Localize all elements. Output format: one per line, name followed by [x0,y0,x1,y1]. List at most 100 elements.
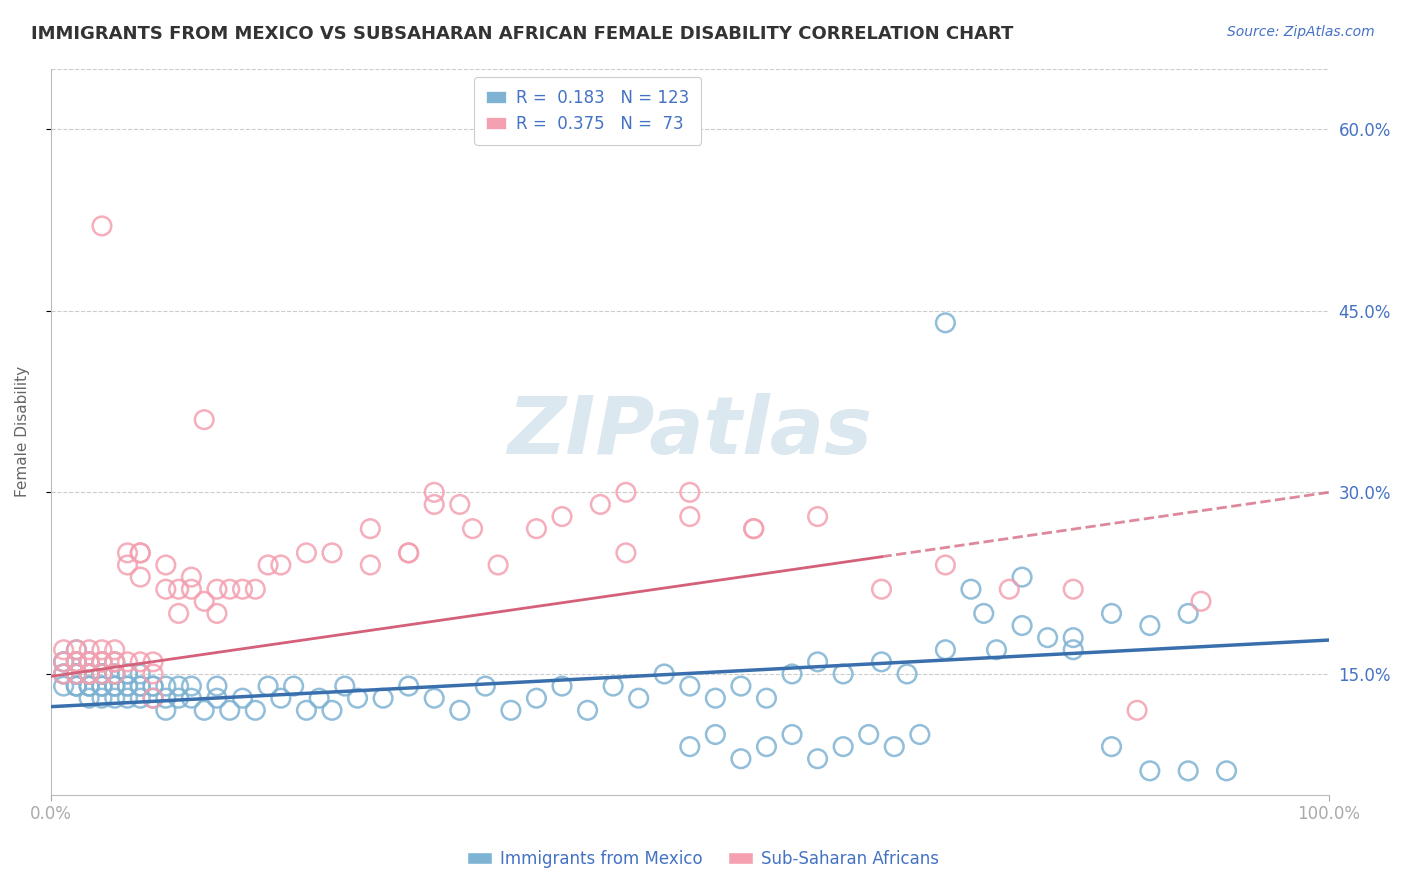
Point [167,582,190,597]
Point [193,594,215,608]
Text: Source: ZipAtlas.com: Source: ZipAtlas.com [1227,25,1375,39]
Point [883,739,905,754]
Point [117,679,139,693]
Point [52,667,75,681]
Point [77,667,100,681]
Point [832,739,855,754]
Point [245,582,267,597]
Y-axis label: Female Disability: Female Disability [15,367,30,498]
Point [129,655,152,669]
Point [142,691,165,706]
Point [614,485,637,500]
Point [65,642,87,657]
Point [142,655,165,669]
Point [1101,739,1123,754]
Point [614,546,637,560]
Point [104,667,127,681]
Point [1177,607,1199,621]
Point [91,655,114,669]
Point [755,691,778,706]
Point [742,522,765,536]
Point [1011,570,1033,584]
Point [117,667,139,681]
Point [104,655,127,669]
Point [551,679,574,693]
Point [52,655,75,669]
Point [359,522,381,536]
Point [295,703,318,717]
Point [52,667,75,681]
Point [1011,618,1033,632]
Point [142,667,165,681]
Point [65,667,87,681]
Point [77,679,100,693]
Text: IMMIGRANTS FROM MEXICO VS SUBSAHARAN AFRICAN FEMALE DISABILITY CORRELATION CHART: IMMIGRANTS FROM MEXICO VS SUBSAHARAN AFR… [31,25,1014,43]
Point [1062,631,1084,645]
Point [142,679,165,693]
Point [52,642,75,657]
Point [679,509,702,524]
Point [423,485,446,500]
Point [371,691,394,706]
Point [155,679,177,693]
Point [321,546,343,560]
Point [104,679,127,693]
Point [91,667,114,681]
Point [205,691,228,706]
Point [231,691,253,706]
Point [652,667,675,681]
Point [77,655,100,669]
Point [155,558,177,572]
Point [730,752,752,766]
Point [167,607,190,621]
Point [91,691,114,706]
Point [858,727,880,741]
Point [91,667,114,681]
Point [91,219,114,233]
Point [1139,764,1161,778]
Point [780,727,803,741]
Point [104,691,127,706]
Point [627,691,650,706]
Point [104,642,127,657]
Point [205,582,228,597]
Point [117,667,139,681]
Point [398,546,420,560]
Point [52,655,75,669]
Point [91,679,114,693]
Point [104,655,127,669]
Point [807,509,830,524]
Point [77,679,100,693]
Point [91,655,114,669]
Point [998,582,1021,597]
Point [423,498,446,512]
Point [1062,642,1084,657]
Point [117,679,139,693]
Point [1126,703,1149,717]
Point [398,679,420,693]
Point [129,679,152,693]
Point [167,679,190,693]
Point [896,667,918,681]
Point [91,667,114,681]
Point [308,691,330,706]
Point [77,679,100,693]
Point [283,679,305,693]
Point [218,703,240,717]
Point [870,582,893,597]
Point [449,498,471,512]
Point [704,691,727,706]
Point [973,607,995,621]
Point [180,582,202,597]
Point [398,546,420,560]
Point [359,558,381,572]
Point [1101,607,1123,621]
Point [295,546,318,560]
Point [1215,764,1237,778]
Point [129,679,152,693]
Point [142,679,165,693]
Point [986,642,1008,657]
Point [730,679,752,693]
Legend: Immigrants from Mexico, Sub-Saharan Africans: Immigrants from Mexico, Sub-Saharan Afri… [460,844,946,875]
Point [807,752,830,766]
